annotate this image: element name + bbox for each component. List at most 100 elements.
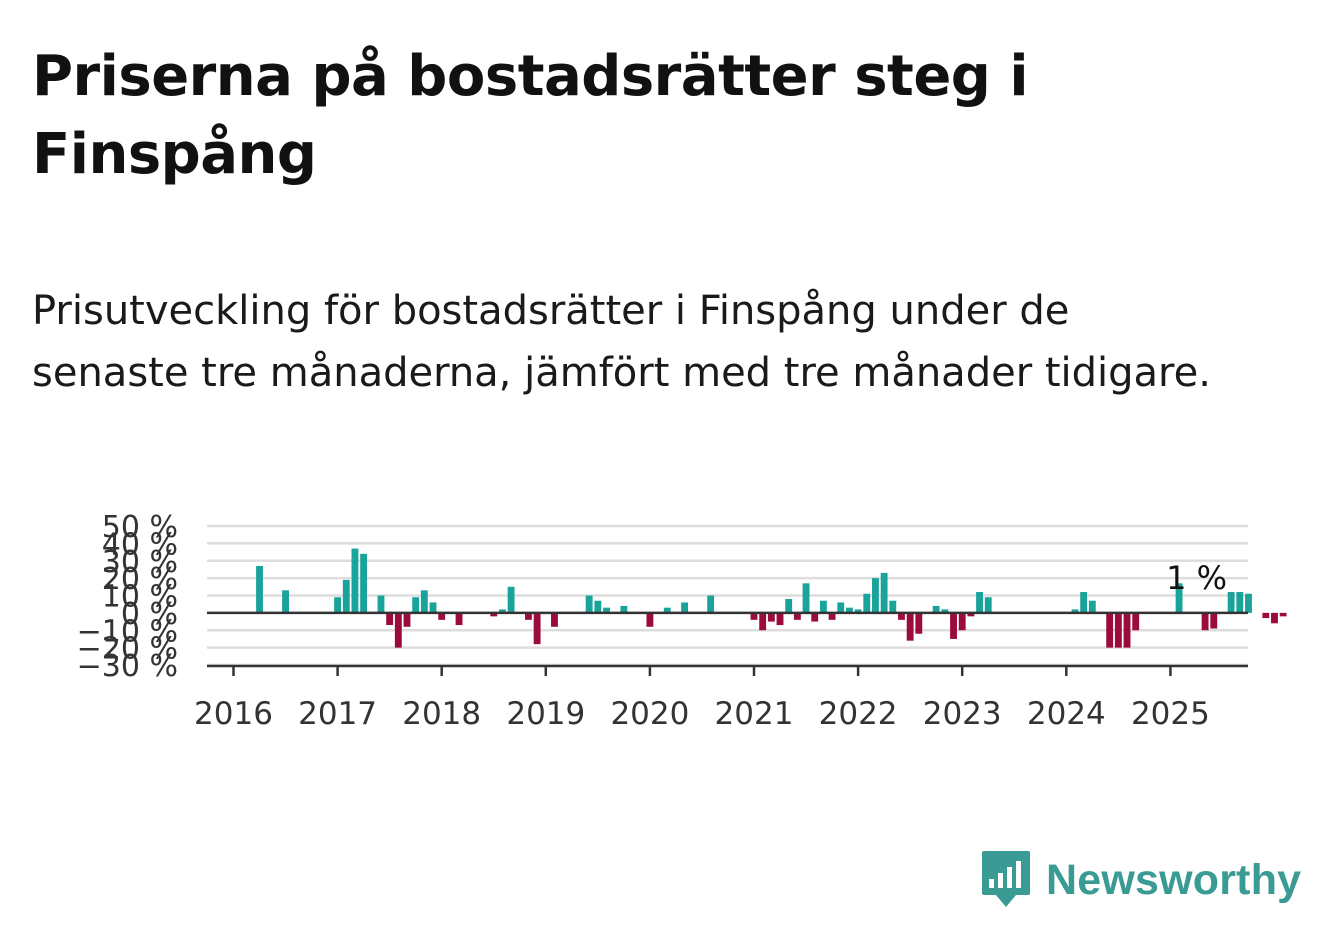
bar <box>438 612 446 620</box>
bar-chart: −30 %−20 %−10 %0 %10 %20 %30 %40 %50 % 2… <box>77 510 1287 732</box>
bar <box>984 597 992 613</box>
bar <box>351 548 359 613</box>
bar <box>282 590 289 613</box>
bar <box>1175 583 1183 613</box>
y-tick-label: 20 % <box>102 562 178 597</box>
x-tick-label: 2024 <box>1027 696 1106 732</box>
bar <box>1271 612 1278 624</box>
y-tick-label: 40 % <box>102 527 178 562</box>
bar <box>1088 600 1096 613</box>
bar <box>906 612 914 641</box>
bar <box>342 579 350 613</box>
x-tick-label: 2022 <box>819 696 898 732</box>
bar <box>1236 592 1244 613</box>
bar <box>958 612 966 631</box>
bars <box>256 548 1287 648</box>
bar <box>819 600 827 613</box>
y-tick-label: −10 % <box>77 614 178 649</box>
bar <box>889 600 897 613</box>
bar <box>420 590 428 613</box>
chart-title: Priserna på bostadsrätter steg i Finspån… <box>32 44 1029 187</box>
bar <box>880 572 888 613</box>
x-tick-label: 2018 <box>402 696 481 732</box>
bar <box>915 612 923 634</box>
x-tick-label: 2020 <box>610 696 689 732</box>
x-tick-label: 2023 <box>923 696 1002 732</box>
bar <box>872 578 879 613</box>
y-axis-ticks: −30 %−20 %−10 %0 %10 %20 %30 %40 %50 % <box>77 510 178 684</box>
bar <box>811 612 819 622</box>
bar <box>386 612 394 626</box>
bar <box>898 612 905 620</box>
bar <box>412 597 420 613</box>
bar <box>429 602 437 613</box>
bar <box>507 586 515 613</box>
bar <box>1245 593 1252 613</box>
bar <box>932 605 940 613</box>
y-tick-label: −20 % <box>77 632 178 667</box>
bar <box>1132 612 1140 631</box>
bar <box>845 607 853 613</box>
brand-name: Newsworthy <box>1046 855 1302 904</box>
bar <box>802 583 810 613</box>
bar <box>455 612 463 626</box>
bar <box>360 553 368 613</box>
bar <box>620 605 628 613</box>
x-axis: 2016 2017 2018 2019 2020 2021 2022 2023 2024 2025 <box>194 664 1248 732</box>
x-tick-label: 2019 <box>506 696 585 732</box>
y-tick-label: 30 % <box>102 545 178 580</box>
x-tick-label: 2025 <box>1131 696 1210 732</box>
bar <box>334 597 342 613</box>
bar <box>403 612 411 627</box>
bar <box>1279 612 1287 617</box>
bar <box>759 612 767 631</box>
bar <box>1123 612 1131 648</box>
bar <box>941 609 949 613</box>
y-tick-label: 10 % <box>102 580 178 615</box>
bar <box>498 609 506 613</box>
last-value-label: 1 % <box>1166 559 1227 597</box>
chart-subtitle: Prisutveckling för bostadsrätter i Finsp… <box>32 288 1211 396</box>
bar <box>837 602 845 613</box>
y-tick-label: −30 % <box>77 649 178 684</box>
bar <box>785 598 793 613</box>
bar <box>1201 612 1209 631</box>
bar <box>256 565 263 613</box>
bar <box>793 612 801 620</box>
bar <box>707 595 715 613</box>
bar <box>663 607 671 613</box>
bar <box>1227 592 1235 613</box>
bar <box>394 612 402 648</box>
x-tick-label: 2016 <box>194 696 273 732</box>
bar <box>1262 612 1270 619</box>
bar <box>603 607 610 613</box>
y-tick-label: 0 % <box>121 597 178 632</box>
bar <box>646 612 654 627</box>
bar <box>1071 609 1079 613</box>
bar <box>976 592 983 613</box>
y-tick-label: 50 % <box>102 510 178 545</box>
bar <box>767 612 775 622</box>
bar <box>525 612 532 620</box>
bar <box>490 612 498 617</box>
bar <box>377 595 385 613</box>
bar <box>750 612 758 620</box>
bar <box>863 593 871 613</box>
x-tick-label: 2021 <box>715 696 794 732</box>
annotations: 1 % <box>1166 559 1227 597</box>
bar <box>854 609 862 613</box>
bar <box>533 612 541 645</box>
x-tick-label: 2017 <box>298 696 377 732</box>
bar <box>551 612 558 627</box>
newsworthy-logo-icon <box>982 851 1030 907</box>
bar <box>1114 612 1122 648</box>
bar <box>594 600 602 613</box>
bar <box>585 595 593 613</box>
bar <box>950 612 957 639</box>
newsworthy-brand[interactable]: Newsworthy <box>980 848 1301 912</box>
bar <box>967 612 975 617</box>
bar <box>1080 592 1088 613</box>
bar <box>828 612 836 620</box>
bar <box>776 612 784 626</box>
bar <box>1106 612 1114 648</box>
